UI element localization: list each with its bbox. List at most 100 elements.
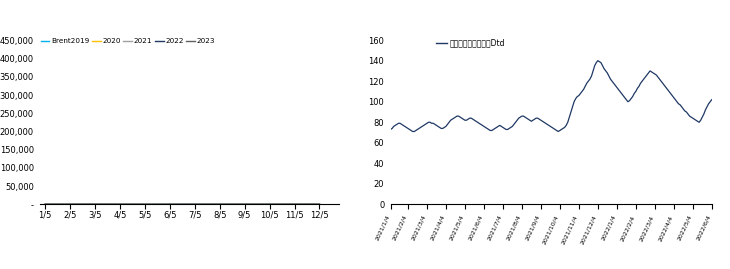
2022 <box>64 203 73 206</box>
2023 <box>160 203 169 206</box>
2023 <box>196 203 204 206</box>
2020 <box>132 203 141 206</box>
2020 <box>178 203 187 206</box>
2022 <box>257 203 266 206</box>
Brent2019 <box>63 203 72 206</box>
2023 <box>237 203 246 206</box>
Brent2019 <box>214 203 223 206</box>
2023 <box>77 203 85 206</box>
2021 <box>258 203 266 206</box>
2023 <box>94 203 103 206</box>
2023 <box>190 203 199 206</box>
2023 <box>261 203 270 206</box>
2022 <box>164 203 172 206</box>
2023 <box>231 203 240 206</box>
Brent2019 <box>55 203 64 206</box>
2020 <box>166 203 175 206</box>
2020 <box>253 203 261 206</box>
2020 <box>155 203 164 206</box>
2021 <box>302 203 311 206</box>
Text: 图4：Dtd Brent（美元/桶）: 图4：Dtd Brent（美元/桶） <box>400 11 526 24</box>
2022 <box>128 203 137 206</box>
2023 <box>47 203 55 206</box>
2023 <box>285 203 294 206</box>
2020 <box>195 203 204 206</box>
2022 <box>251 203 260 206</box>
2021 <box>239 203 247 206</box>
2022 <box>304 203 312 206</box>
2020 <box>287 203 296 206</box>
2023 <box>178 203 187 206</box>
2020 <box>64 203 72 206</box>
2023 <box>250 203 258 206</box>
2023 <box>172 203 181 206</box>
2020 <box>110 203 118 206</box>
Brent2019 <box>77 203 85 206</box>
Legend: Brent2019, 2020, 2021, 2022, 2023: Brent2019, 2020, 2021, 2022, 2023 <box>38 35 218 47</box>
2021 <box>47 203 56 206</box>
Brent2019 <box>178 203 187 206</box>
2022 <box>117 203 126 206</box>
2020 <box>115 203 124 206</box>
2022 <box>152 203 161 206</box>
2022 <box>228 203 237 206</box>
2023 <box>154 203 163 206</box>
2020 <box>275 203 284 206</box>
Brent2019 <box>164 203 172 206</box>
2021 <box>174 203 183 206</box>
2022 <box>169 203 178 206</box>
2023 <box>65 203 74 206</box>
2021 <box>270 203 279 206</box>
2020 <box>47 203 55 206</box>
2020 <box>138 203 147 206</box>
2021 <box>149 203 158 206</box>
Brent2019 <box>48 203 57 206</box>
2021 <box>169 203 177 206</box>
2020 <box>292 203 301 206</box>
2020 <box>52 203 61 206</box>
Brent2019 <box>69 203 78 206</box>
Brent2019 <box>243 203 252 206</box>
Brent2019 <box>301 203 310 206</box>
Brent2019 <box>84 203 93 206</box>
2021 <box>130 203 139 206</box>
2023 <box>214 203 223 206</box>
2023 <box>267 203 276 206</box>
2020 <box>58 203 66 206</box>
2021 <box>66 203 75 206</box>
2022 <box>263 203 272 206</box>
2021 <box>41 203 50 206</box>
Brent2019 <box>134 203 143 206</box>
2022 <box>216 203 225 206</box>
2022 <box>41 203 50 206</box>
Brent2019 <box>128 203 137 206</box>
2021 <box>290 203 299 206</box>
Brent2019 <box>171 203 180 206</box>
2021 <box>226 203 234 206</box>
2022 <box>111 203 120 206</box>
2021 <box>296 203 304 206</box>
2021 <box>92 203 101 206</box>
Brent2019 <box>142 203 150 206</box>
2022 <box>93 203 102 206</box>
2022 <box>123 203 131 206</box>
2022 <box>274 203 283 206</box>
2021 <box>200 203 209 206</box>
2020 <box>258 203 266 206</box>
2022 <box>47 203 55 206</box>
2022 <box>53 203 61 206</box>
2022 <box>140 203 149 206</box>
2023 <box>273 203 282 206</box>
2021 <box>220 203 228 206</box>
2020 <box>235 203 244 206</box>
2021 <box>79 203 88 206</box>
2020 <box>172 203 181 206</box>
2021 <box>162 203 171 206</box>
2021 <box>60 203 69 206</box>
Brent2019 <box>258 203 266 206</box>
2023 <box>58 203 67 206</box>
2020 <box>269 203 278 206</box>
2022 <box>58 203 67 206</box>
2020 <box>315 203 324 206</box>
2023 <box>255 203 264 206</box>
